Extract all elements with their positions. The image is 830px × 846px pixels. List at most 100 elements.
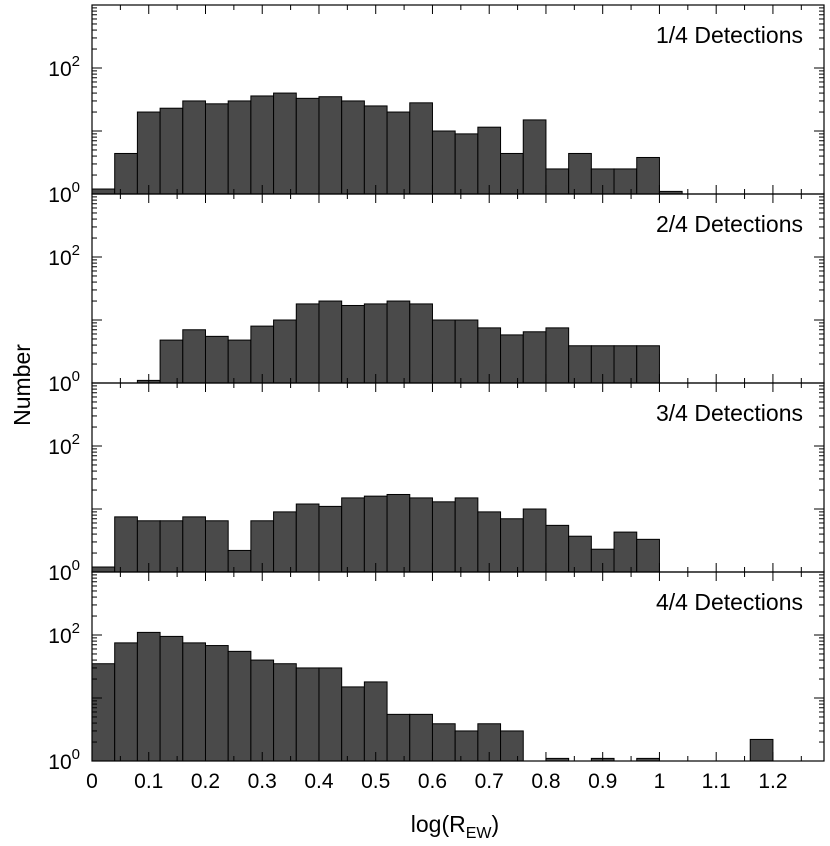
bar-panel1-bin24	[613, 168, 638, 195]
bar-panel3-bin11	[318, 505, 343, 573]
bar-panel2-bin20	[568, 345, 592, 384]
bar-panel1-bin22	[568, 152, 592, 195]
bar-panel3-bin5	[182, 516, 206, 573]
panels-group: 100 102 1/4 Detections 100 102 2/4 Detections…	[48, 4, 825, 774]
bar-panel2-bin5	[227, 339, 252, 384]
bar-panel3-bin17	[454, 497, 479, 573]
x-axis-title-subscript: EW	[466, 825, 493, 842]
bar-panel2-bin7	[273, 319, 297, 384]
bar-panel3-bin22	[568, 535, 592, 573]
bar-panel4-bin17	[454, 730, 479, 762]
x-tick-label: 0.8	[531, 770, 560, 793]
bar-panel1-bin7	[227, 100, 252, 195]
bar-panel1-bin25	[636, 156, 660, 195]
y-tick-label: 102	[48, 53, 80, 81]
x-axis-title: log(REW)	[411, 811, 499, 842]
panel-label: 3/4 Detections	[656, 400, 803, 426]
bar-panel1-bin14	[386, 111, 411, 195]
bar-panel1-bin11	[318, 96, 343, 195]
x-tick-label: 0.4	[304, 770, 334, 793]
bar-panel1-bin8	[250, 95, 275, 195]
bar-panel3-bin12	[341, 497, 365, 573]
y-axis-title: Number	[9, 344, 35, 426]
panel-3: 100 102 3/4 Detections	[48, 382, 825, 585]
y-tick-label: 100	[48, 746, 80, 774]
bar-panel1-bin15	[409, 102, 433, 195]
panel-2: 100 102 2/4 Detections	[48, 193, 825, 396]
bar-panel3-bin1	[91, 566, 116, 573]
y-tick-label: 102	[48, 620, 80, 648]
bar-panel4-bin19	[500, 730, 524, 762]
x-tick-label: 1.2	[758, 770, 787, 793]
x-tick-label: 0.2	[191, 770, 220, 793]
bar-panel4-bin3	[136, 631, 161, 762]
bar-panel1-bin17	[454, 133, 479, 195]
bar-panel2-bin9	[318, 300, 343, 384]
bar-panel2-bin13	[409, 303, 433, 384]
bar-panel3-bin20	[522, 508, 547, 573]
bar-panel1-bin18	[477, 126, 502, 195]
y-tick-label: 100	[48, 557, 80, 585]
bar-panel4-bin7	[227, 650, 252, 762]
bar-panel4-bin13	[363, 681, 388, 762]
bar-panel4-bin16	[431, 723, 456, 762]
x-tick-label: 0.7	[475, 770, 504, 793]
panel-label: 4/4 Detections	[656, 589, 803, 615]
bar-panel4-bin6	[204, 645, 229, 762]
bar-panel1-bin13	[363, 105, 388, 195]
bar-panel1-bin21	[545, 168, 570, 195]
y-tick-label: 100	[48, 179, 80, 207]
bar-panel1-bin9	[273, 92, 297, 195]
bar-panel2-bin11	[363, 303, 388, 384]
bar-panel2-bin10	[341, 304, 365, 384]
bar-panel1-bin16	[431, 130, 456, 195]
bar-panel1-bin10	[295, 97, 320, 195]
bar-panel3-bin21	[545, 524, 570, 573]
y-tick-label: 102	[48, 431, 80, 459]
bar-panel1-bin3	[136, 111, 161, 195]
bar-panel2-bin3	[182, 329, 206, 384]
panel-4: 100 102 4/4 Detections	[48, 571, 825, 774]
bar-panel3-bin13	[363, 495, 388, 573]
bar-panel4-bin15	[409, 713, 433, 762]
bar-panel4-bin14	[386, 713, 411, 762]
bar-panel1-bin12	[341, 100, 365, 195]
x-tick-label: 0.5	[361, 770, 390, 793]
bar-panel2-bin19	[545, 327, 570, 384]
bar-panel4-bin23	[749, 738, 774, 762]
x-tick-label: 0.9	[588, 770, 617, 793]
bar-panel3-bin19	[500, 518, 524, 573]
x-tick-label: 1.1	[702, 770, 731, 793]
bar-panel4-bin5	[182, 642, 206, 762]
bar-panel1-bin20	[522, 119, 547, 195]
bar-panel4-bin2	[114, 642, 138, 762]
x-tick-label: 1	[654, 770, 666, 793]
bar-panel2-bin4	[204, 335, 229, 384]
bar-panel3-bin4	[159, 520, 184, 573]
bar-panel3-bin14	[386, 493, 411, 573]
x-tick-label: 0	[86, 770, 98, 793]
bar-panel1-bin19	[500, 152, 524, 195]
bar-panel4-bin12	[341, 686, 365, 762]
bar-panel4-bin9	[273, 663, 297, 762]
x-tick-label: 0.1	[134, 770, 163, 793]
bar-panel1-bin5	[182, 100, 206, 195]
bar-panel3-bin18	[477, 511, 502, 573]
bar-panel1-bin2	[114, 152, 138, 195]
bar-panel4-bin8	[250, 659, 275, 762]
bar-panel3-bin6	[204, 520, 229, 573]
panel-label: 1/4 Detections	[656, 22, 803, 48]
panel-frame	[91, 571, 825, 762]
bar-panel4-bin11	[318, 667, 343, 762]
panel-1: 100 102 1/4 Detections	[48, 4, 825, 207]
bar-panel2-bin15	[454, 319, 479, 384]
bar-panel3-bin7	[227, 549, 252, 573]
bar-panel2-bin23	[636, 345, 660, 384]
y-tick-label: 102	[48, 242, 80, 270]
y-tick-label: 100	[48, 368, 80, 396]
bar-panel3-bin10	[295, 503, 320, 573]
bar-panel1-bin4	[159, 107, 184, 195]
bar-panel3-bin15	[409, 497, 433, 573]
bar-panel4-bin4	[159, 635, 184, 762]
